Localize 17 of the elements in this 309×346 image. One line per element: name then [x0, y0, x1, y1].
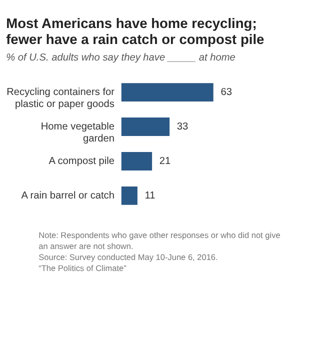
y-tick-label: A rain barrel or catch: [21, 190, 114, 202]
data-label: 63: [220, 87, 232, 98]
chart-title: Most Americans have home recycling; fewer have a rain catch or compost pile: [6, 16, 265, 47]
data-label: 33: [176, 122, 189, 133]
bar: [121, 83, 214, 102]
y-tick-label: Recycling containers for plastic or paper goods: [6, 87, 116, 110]
text: “The Politics of Climate”: [38, 264, 127, 273]
chart-subtitle: % of U.S. adults who say they have _____ at home: [6, 52, 236, 64]
bar: [121, 152, 152, 170]
y-tick-label: A compost pile: [48, 156, 115, 167]
data-label: 11: [144, 190, 156, 202]
bar: [121, 118, 170, 136]
data-label: 21: [159, 156, 172, 167]
bar: [121, 186, 138, 205]
y-tick-label: Home vegetable garden: [40, 122, 115, 144]
source-note: Source: Survey conducted May 10-June 6, 2016.: [38, 252, 218, 262]
text: Note: Respondents who gave other responses or who did not give an answer are not shown.: [38, 230, 281, 251]
